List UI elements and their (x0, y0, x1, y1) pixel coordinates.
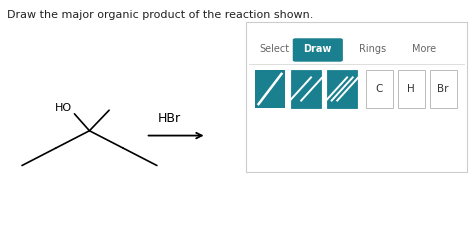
Text: HO: HO (55, 103, 72, 113)
Text: Rings: Rings (359, 44, 386, 54)
Text: HBr: HBr (157, 112, 181, 125)
FancyBboxPatch shape (293, 38, 343, 62)
Text: More: More (412, 44, 437, 54)
FancyBboxPatch shape (429, 70, 457, 108)
Text: C: C (376, 84, 383, 94)
FancyBboxPatch shape (246, 22, 466, 172)
Text: Br: Br (438, 84, 449, 94)
FancyBboxPatch shape (255, 70, 285, 108)
Text: Draw the major organic product of the reaction shown.: Draw the major organic product of the re… (8, 10, 314, 20)
FancyBboxPatch shape (398, 70, 425, 108)
FancyBboxPatch shape (366, 70, 393, 108)
Text: H: H (407, 84, 415, 94)
Text: Draw: Draw (304, 44, 332, 54)
FancyBboxPatch shape (291, 70, 321, 108)
FancyBboxPatch shape (327, 70, 357, 108)
Text: Select: Select (259, 44, 290, 54)
